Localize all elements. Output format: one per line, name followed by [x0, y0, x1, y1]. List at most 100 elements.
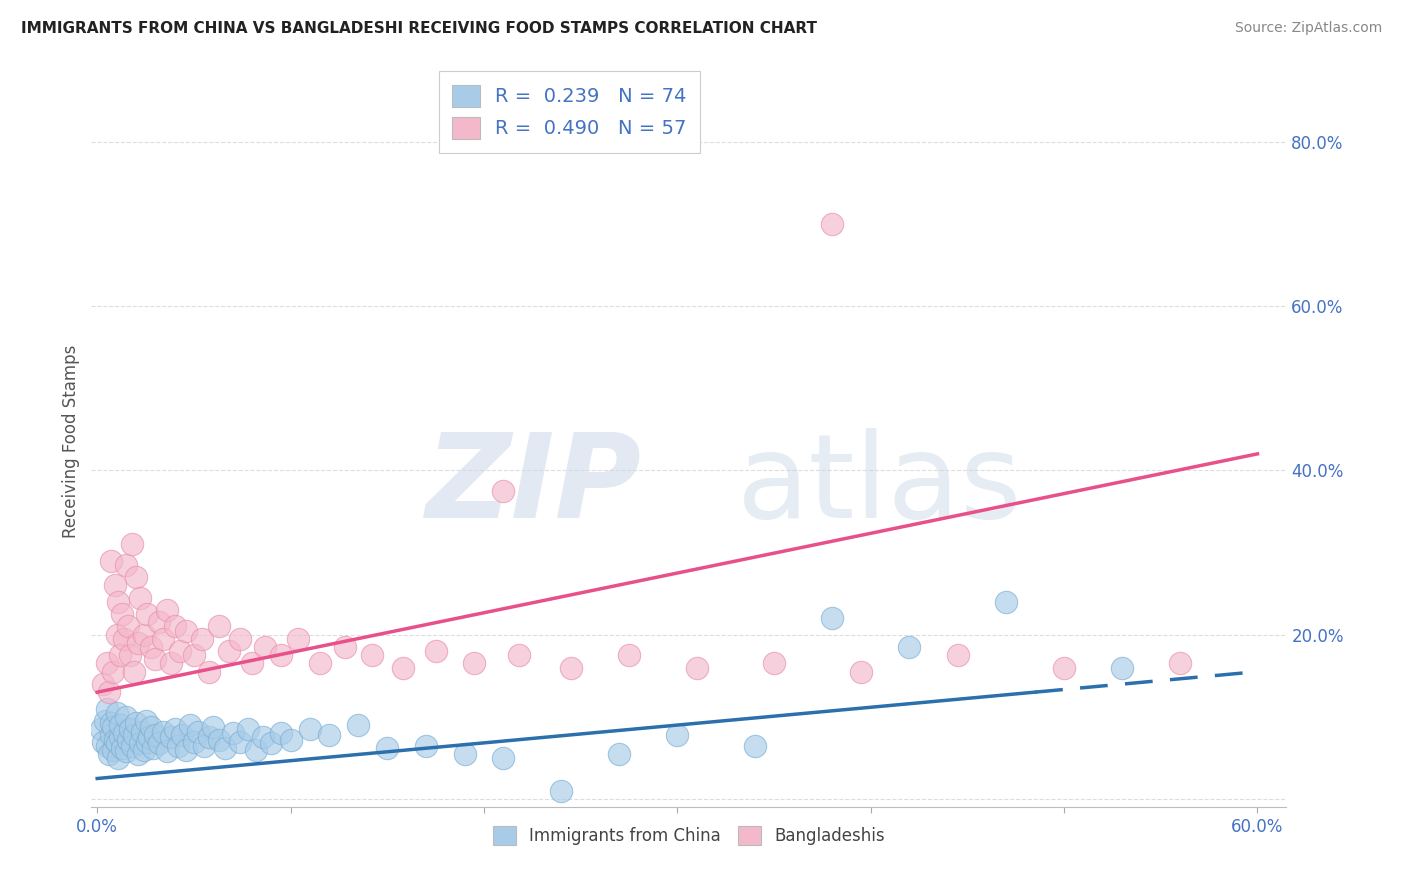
- Point: [183, 734, 205, 748]
- Point: [208, 732, 231, 747]
- Point: [183, 648, 205, 663]
- Point: [91, 677, 114, 691]
- Point: [100, 554, 122, 568]
- Point: [347, 718, 370, 732]
- Point: [120, 648, 142, 663]
- Point: [117, 619, 139, 633]
- Point: [105, 628, 128, 642]
- Point: [127, 636, 149, 650]
- Text: Source: ZipAtlas.com: Source: ZipAtlas.com: [1234, 21, 1382, 35]
- Point: [174, 743, 197, 757]
- Legend: Immigrants from China, Bangladeshis: Immigrants from China, Bangladeshis: [485, 818, 893, 854]
- Point: [560, 660, 582, 674]
- Point: [375, 741, 398, 756]
- Point: [287, 632, 309, 646]
- Point: [156, 744, 179, 758]
- Point: [132, 743, 155, 757]
- Point: [96, 739, 118, 753]
- Point: [112, 632, 135, 646]
- Point: [125, 570, 148, 584]
- Point: [128, 736, 150, 750]
- Point: [270, 726, 292, 740]
- Point: [607, 747, 630, 761]
- Point: [229, 632, 252, 646]
- Point: [143, 728, 166, 742]
- Point: [391, 660, 413, 674]
- Point: [1111, 660, 1133, 674]
- Point: [142, 741, 165, 756]
- Point: [415, 739, 437, 753]
- Point: [97, 685, 120, 699]
- Point: [152, 724, 174, 739]
- Point: [187, 724, 209, 739]
- Point: [229, 734, 252, 748]
- Point: [550, 784, 572, 798]
- Point: [492, 751, 515, 765]
- Point: [159, 731, 181, 745]
- Point: [254, 640, 277, 654]
- Point: [172, 728, 194, 742]
- Point: [107, 595, 129, 609]
- Point: [111, 607, 134, 621]
- Point: [159, 657, 181, 671]
- Point: [163, 722, 186, 736]
- Point: [115, 558, 138, 572]
- Point: [946, 648, 969, 663]
- Point: [298, 722, 321, 736]
- Point: [174, 624, 197, 638]
- Point: [508, 648, 530, 663]
- Point: [90, 722, 112, 736]
- Point: [849, 665, 872, 679]
- Point: [104, 732, 127, 747]
- Point: [125, 716, 148, 731]
- Point: [128, 591, 150, 605]
- Point: [252, 731, 274, 745]
- Point: [141, 720, 163, 734]
- Point: [260, 736, 283, 750]
- Point: [686, 660, 709, 674]
- Point: [100, 728, 122, 742]
- Point: [167, 739, 190, 753]
- Point: [492, 483, 515, 498]
- Point: [236, 722, 259, 736]
- Point: [110, 718, 132, 732]
- Point: [112, 726, 135, 740]
- Point: [308, 657, 330, 671]
- Point: [245, 743, 267, 757]
- Point: [1053, 660, 1076, 674]
- Point: [198, 731, 221, 745]
- Point: [190, 632, 212, 646]
- Point: [208, 619, 231, 633]
- Point: [120, 722, 142, 736]
- Point: [143, 652, 166, 666]
- Point: [333, 640, 356, 654]
- Point: [360, 648, 382, 663]
- Point: [163, 619, 186, 633]
- Point: [101, 743, 124, 757]
- Text: atlas: atlas: [737, 428, 1022, 543]
- Point: [463, 657, 485, 671]
- Text: ZIP: ZIP: [425, 428, 641, 543]
- Point: [148, 615, 170, 630]
- Point: [121, 537, 143, 551]
- Point: [821, 611, 844, 625]
- Point: [132, 628, 155, 642]
- Point: [148, 736, 170, 750]
- Point: [136, 607, 159, 621]
- Point: [135, 714, 157, 728]
- Point: [127, 747, 149, 761]
- Point: [744, 739, 766, 753]
- Point: [97, 747, 120, 761]
- Point: [214, 741, 236, 756]
- Point: [105, 706, 128, 720]
- Point: [110, 731, 132, 745]
- Point: [117, 732, 139, 747]
- Point: [156, 603, 179, 617]
- Point: [136, 734, 159, 748]
- Point: [131, 724, 153, 739]
- Point: [115, 744, 138, 758]
- Point: [425, 644, 447, 658]
- Point: [763, 657, 786, 671]
- Point: [898, 640, 921, 654]
- Point: [270, 648, 292, 663]
